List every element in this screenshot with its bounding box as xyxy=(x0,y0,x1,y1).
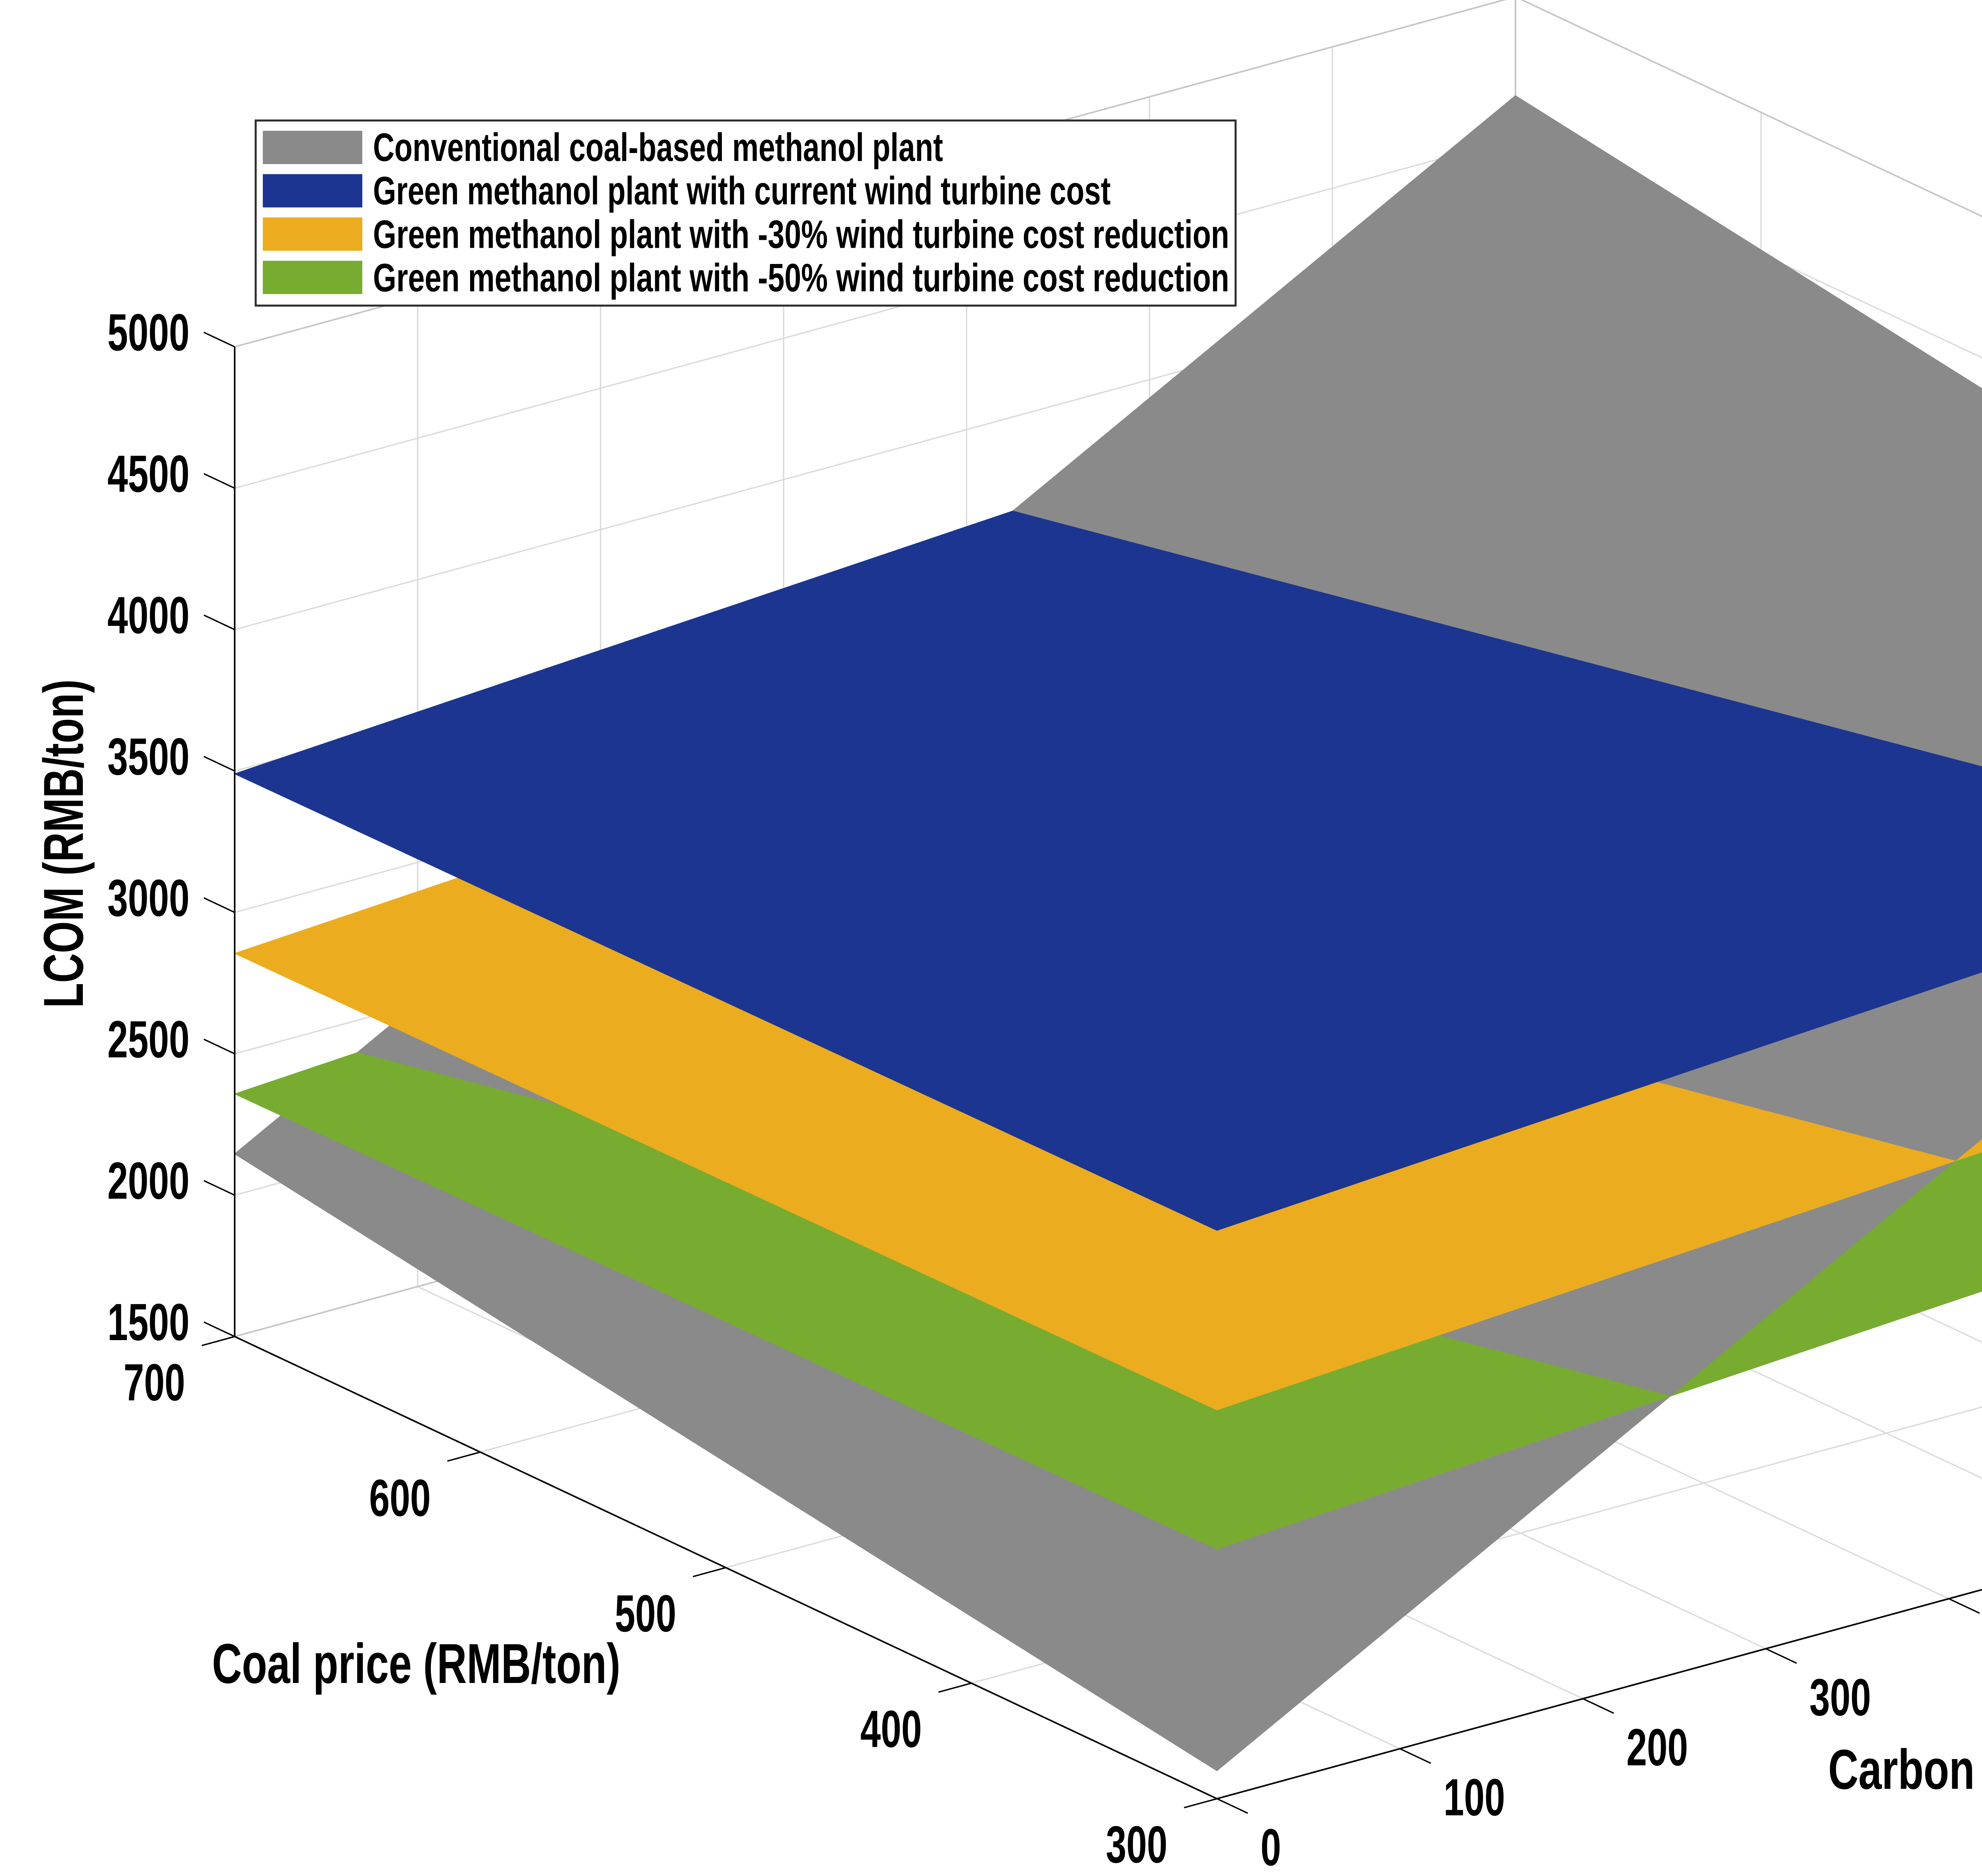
svg-text:Coal price (RMB/ton): Coal price (RMB/ton) xyxy=(212,1632,620,1695)
svg-text:600: 600 xyxy=(369,1469,430,1527)
svg-text:300: 300 xyxy=(1106,1815,1167,1874)
svg-text:0: 0 xyxy=(1261,1818,1281,1876)
svg-text:100: 100 xyxy=(1444,1768,1505,1826)
svg-text:3500: 3500 xyxy=(107,727,189,786)
svg-text:3000: 3000 xyxy=(107,869,189,927)
svg-text:2000: 2000 xyxy=(107,1151,189,1210)
svg-text:400: 400 xyxy=(860,1700,922,1758)
svg-text:Green methanol plant with -30%: Green methanol plant with -30% wind turb… xyxy=(373,212,1229,256)
svg-text:Conventional coal-based methan: Conventional coal-based methanol plant xyxy=(373,125,943,170)
svg-text:5000: 5000 xyxy=(107,303,189,361)
svg-text:500: 500 xyxy=(615,1584,676,1643)
svg-text:2500: 2500 xyxy=(107,1010,189,1069)
svg-text:LCOM (RMB/ton): LCOM (RMB/ton) xyxy=(32,679,95,1008)
svg-text:Carbon tax (RMB/tonCO2): Carbon tax (RMB/tonCO2) xyxy=(1828,1738,1982,1801)
svg-text:700: 700 xyxy=(124,1353,185,1411)
svg-text:4000: 4000 xyxy=(107,586,189,644)
svg-text:1500: 1500 xyxy=(107,1293,189,1351)
svg-text:Green methanol plant with curr: Green methanol plant with current wind t… xyxy=(373,169,1111,213)
svg-text:200: 200 xyxy=(1626,1718,1688,1777)
svg-text:300: 300 xyxy=(1810,1668,1871,1727)
svg-text:Green methanol plant with -50%: Green methanol plant with -50% wind turb… xyxy=(373,256,1229,300)
svg-text:4500: 4500 xyxy=(107,445,189,503)
